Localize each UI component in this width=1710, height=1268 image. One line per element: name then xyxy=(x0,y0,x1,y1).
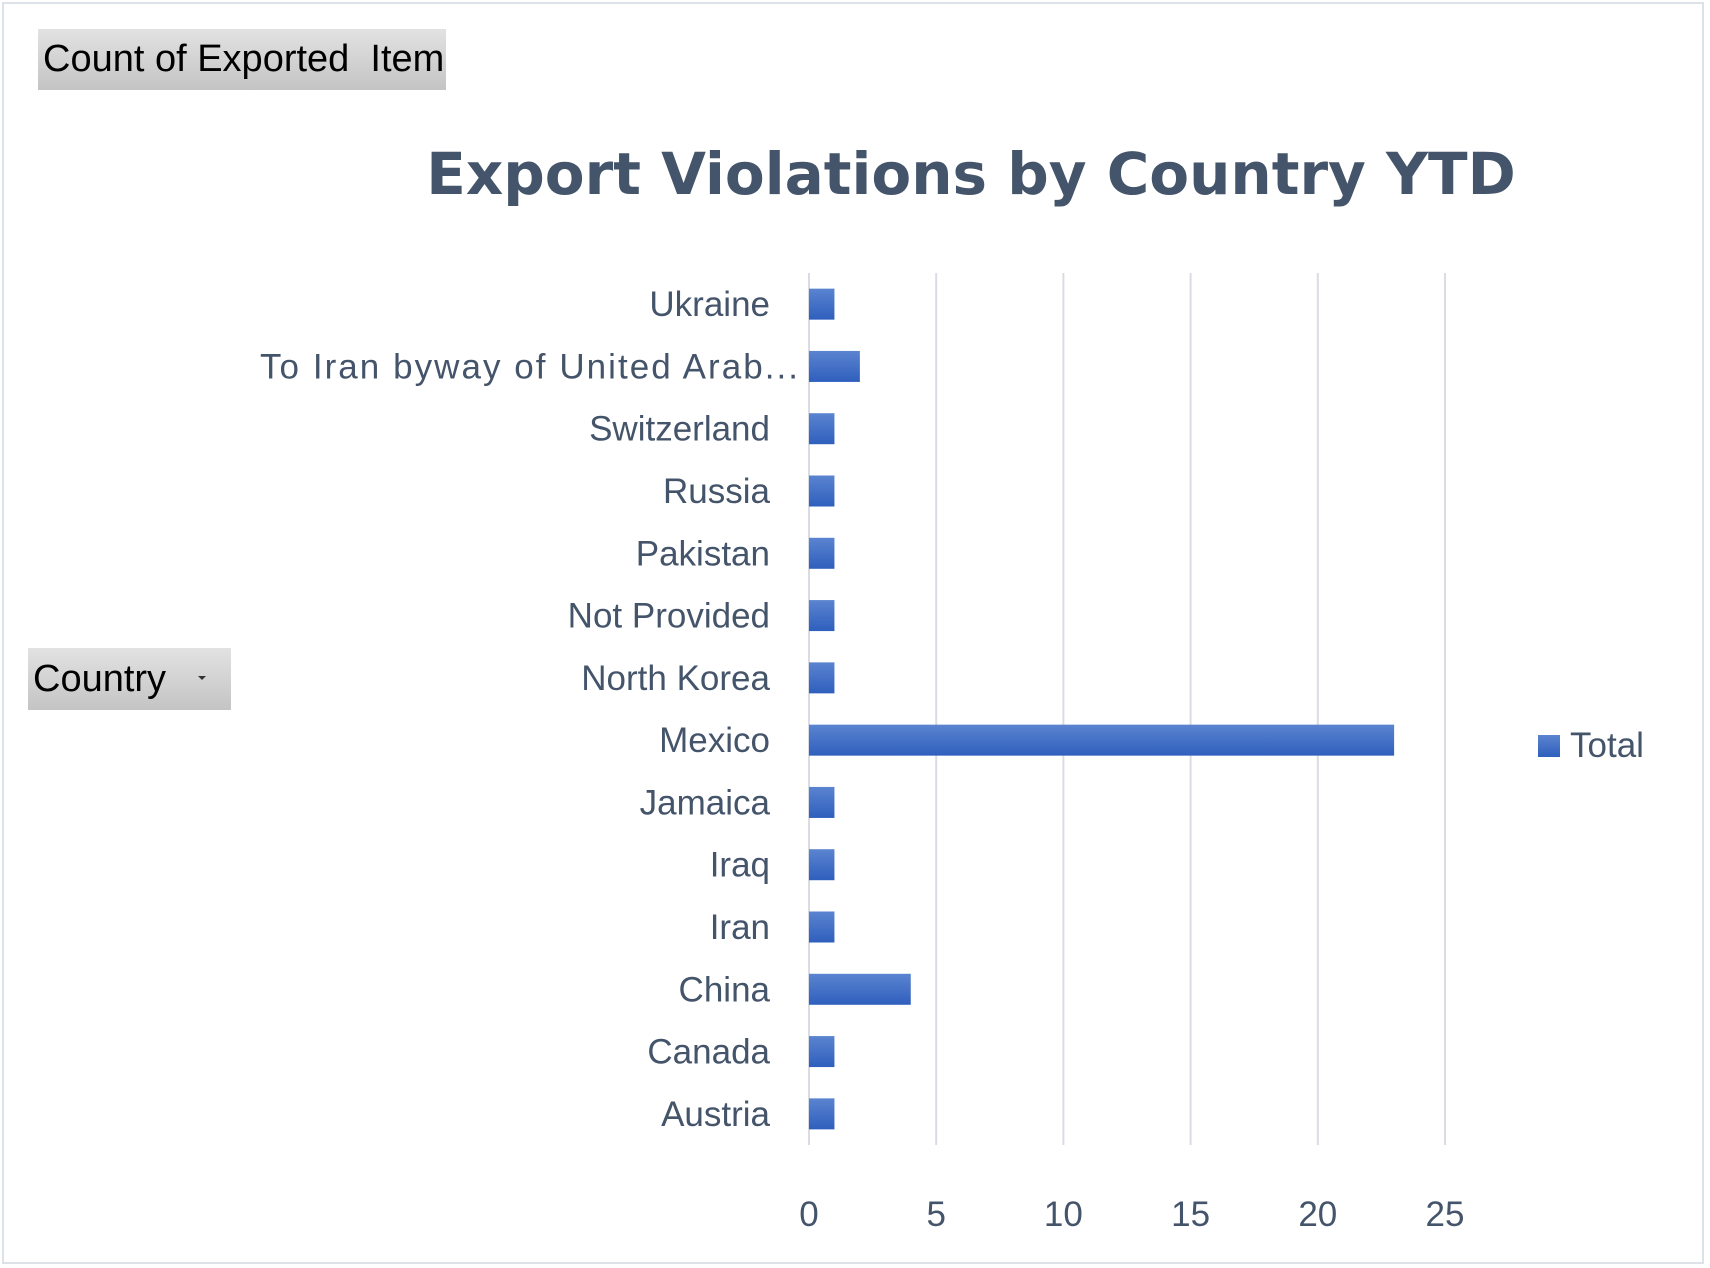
category-label: North Korea xyxy=(581,659,770,698)
country-field-label: Country xyxy=(33,657,167,700)
bar-ukraine[interactable] xyxy=(809,288,835,320)
bar-iran[interactable] xyxy=(809,911,835,943)
category-label: Iran xyxy=(710,908,770,947)
bar-mexico[interactable] xyxy=(809,724,1395,756)
value-field-button[interactable]: Count of Exported Item xyxy=(38,29,446,90)
chart-title: Export Violations by Country YTD xyxy=(426,140,1516,208)
bar-to-iran-byway-of-united-arab[interactable] xyxy=(809,350,860,382)
bar-jamaica[interactable] xyxy=(809,786,835,818)
bar-not-provided[interactable] xyxy=(809,600,835,632)
category-label: Not Provided xyxy=(568,597,770,636)
legend-label: Total xyxy=(1570,726,1644,765)
category-label: Switzerland xyxy=(589,410,770,449)
x-tick-label: 20 xyxy=(1298,1195,1337,1234)
category-label: Canada xyxy=(647,1033,770,1072)
x-tick-label: 0 xyxy=(799,1195,818,1234)
category-label: Jamaica xyxy=(640,783,771,822)
category-label: Austria xyxy=(661,1095,770,1134)
bar-pakistan[interactable] xyxy=(809,537,835,569)
bar-iraq[interactable] xyxy=(809,849,835,881)
category-label: To Iran byway of United Arab... xyxy=(260,347,798,386)
country-filter-button[interactable]: Country xyxy=(28,648,231,710)
bar-switzerland[interactable] xyxy=(809,413,835,445)
dropdown-arrow-icon[interactable] xyxy=(198,676,206,680)
value-field-label: Count of Exported Item xyxy=(43,38,445,80)
category-label: Russia xyxy=(663,472,771,511)
x-tick-label: 10 xyxy=(1044,1195,1083,1234)
x-tick-label: 15 xyxy=(1171,1195,1210,1234)
x-tick-label: 5 xyxy=(926,1195,945,1234)
category-label: Iraq xyxy=(710,846,770,885)
bar-china[interactable] xyxy=(809,973,911,1005)
category-label: China xyxy=(679,970,771,1009)
category-label: Pakistan xyxy=(636,534,770,573)
bar-north-korea[interactable] xyxy=(809,662,835,694)
bar-canada[interactable] xyxy=(809,1036,835,1068)
category-label: Mexico xyxy=(659,721,770,760)
bar-russia[interactable] xyxy=(809,475,835,507)
x-tick-label: 25 xyxy=(1426,1195,1465,1234)
category-label: Ukraine xyxy=(649,285,770,324)
bar-austria[interactable] xyxy=(809,1098,835,1130)
legend: Total xyxy=(1538,726,1644,765)
legend-swatch xyxy=(1538,735,1560,757)
